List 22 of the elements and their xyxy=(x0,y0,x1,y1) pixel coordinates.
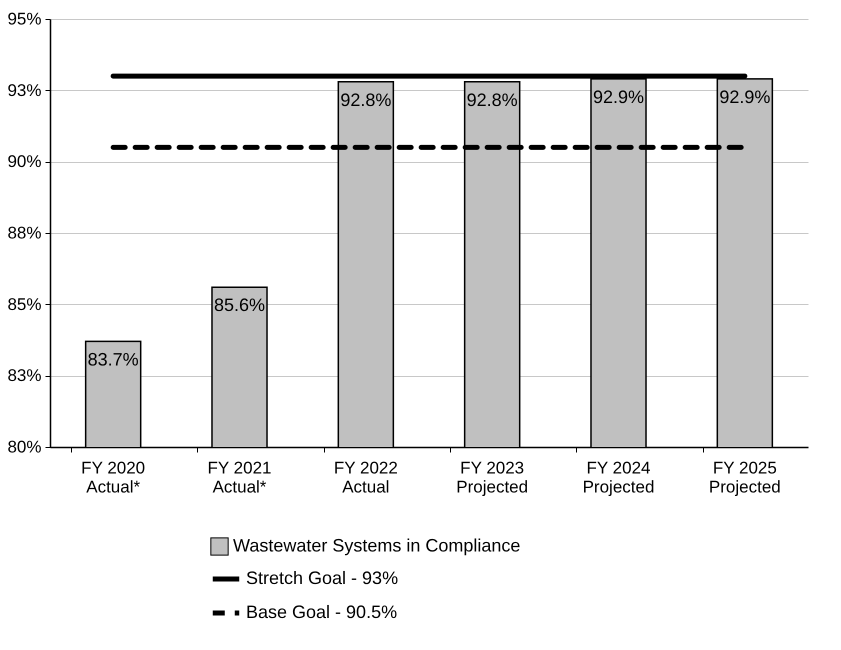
x-tick-label: FY 2020 Actual* xyxy=(81,458,146,496)
legend-label: Stretch Goal - 93% xyxy=(246,568,398,588)
data-label: 92.8% xyxy=(340,90,392,110)
x-tick-label: FY 2022 Actual xyxy=(334,458,398,496)
legend-label: Base Goal - 90.5% xyxy=(246,602,398,622)
data-label: 83.7% xyxy=(88,349,139,370)
data-label: 85.6% xyxy=(214,295,266,316)
y-tick-label: 95% xyxy=(7,10,42,28)
y-tick-label: 80% xyxy=(7,438,42,456)
x-tick-label: FY 2025 Projected xyxy=(708,458,781,496)
y-tick-label: 93% xyxy=(7,80,42,100)
data-label: 92.9% xyxy=(592,86,644,107)
data-label: 92.8% xyxy=(466,90,518,110)
data-label: 92.9% xyxy=(719,86,770,107)
x-tick-label: FY 2023 Projected xyxy=(456,458,528,496)
x-tick-label: FY 2021 Actual* xyxy=(208,458,272,496)
y-tick-label: 90% xyxy=(7,152,42,172)
x-tick-label: FY 2024 Projected xyxy=(582,458,654,496)
y-tick-label: 85% xyxy=(7,294,42,314)
y-tick-label: 88% xyxy=(7,224,42,242)
y-tick-label: 83% xyxy=(7,366,42,386)
legend-label: Wastewater Systems in Compliance xyxy=(233,536,520,556)
